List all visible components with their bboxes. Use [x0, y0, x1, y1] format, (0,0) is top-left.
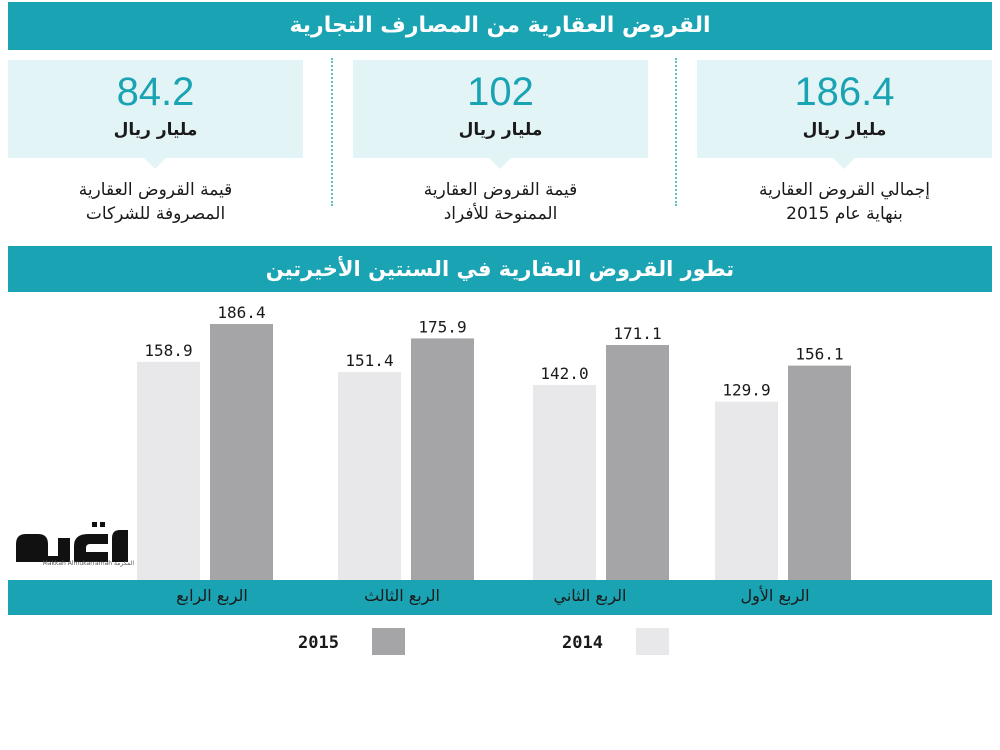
- stat-caption-line: الممنوحة للأفراد: [443, 204, 558, 224]
- data-label-2014-q1: 129.9: [722, 381, 770, 400]
- chart-title: تطور القروض العقارية في السنتين الأخيرتي…: [8, 246, 992, 292]
- stat-companies-unit: مليار ريال: [113, 120, 198, 140]
- data-label-2014-q2: 142.0: [540, 364, 588, 383]
- stat-caption-line: قيمة القروض العقارية: [78, 180, 233, 200]
- stat-notch: [833, 158, 855, 169]
- category-label-q1: الربع الأول: [740, 586, 810, 605]
- legend-swatch-2015: [372, 628, 405, 655]
- stat-individuals-caption: قيمة القروض العقارية الممنوحة للأفراد: [353, 178, 648, 226]
- category-axis: [8, 580, 992, 615]
- legend-label-2014: 2014: [562, 633, 603, 653]
- page-title: القروض العقارية من المصارف التجارية: [8, 2, 992, 50]
- stat-total-value: 186.4: [794, 70, 895, 114]
- divider: [675, 58, 677, 206]
- stat-caption-line: بنهاية عام 2015: [786, 204, 903, 224]
- data-label-2015-q3: 175.9: [418, 317, 466, 336]
- data-label-2014-q3: 151.4: [345, 351, 393, 370]
- bar-2015-q4: [210, 324, 273, 580]
- bar-2014-q1: [715, 401, 778, 580]
- stat-caption-line: قيمة القروض العقارية: [423, 180, 578, 200]
- stat-caption-line: المصروفة للشركات: [85, 204, 226, 224]
- bar-2014-q2: [533, 384, 596, 580]
- stat-companies-value: 84.2: [116, 70, 195, 114]
- divider: [331, 58, 333, 206]
- legend-label-2015: 2015: [298, 633, 339, 653]
- data-label-2015-q2: 171.1: [613, 324, 661, 343]
- bar-2014-q3: [338, 372, 401, 580]
- data-label-2015-q4: 186.4: [217, 303, 265, 322]
- stat-total-caption: إجمالي القروض العقارية بنهاية عام 2015: [697, 178, 992, 226]
- stat-total-unit: مليار ريال: [802, 120, 887, 140]
- category-label-q3: الربع الثالث: [364, 586, 440, 605]
- data-label-2015-q1: 156.1: [795, 345, 843, 364]
- bar-2015-q2: [606, 345, 669, 580]
- bar-2014-q4: [137, 361, 200, 580]
- makkah-logo: [16, 522, 128, 562]
- legend-swatch-2014: [636, 628, 669, 655]
- logo-caption: المكرمة Makkah Almukarramah: [42, 560, 134, 567]
- stat-box-individuals: 102 مليار ريال: [353, 60, 648, 158]
- stat-box-total: 186.4 مليار ريال: [697, 60, 992, 158]
- bar-2015-q3: [411, 338, 474, 580]
- bar-2015-q1: [788, 365, 851, 580]
- category-label-q4: الربع الرابع: [176, 586, 248, 605]
- data-label-2014-q4: 158.9: [144, 341, 192, 360]
- stat-individuals-value: 102: [467, 70, 534, 114]
- stat-notch: [144, 158, 166, 169]
- stat-caption-line: إجمالي القروض العقارية: [759, 180, 930, 200]
- stat-individuals-unit: مليار ريال: [458, 120, 543, 140]
- stat-notch: [489, 158, 511, 169]
- stat-box-companies: 84.2 مليار ريال: [8, 60, 303, 158]
- stat-companies-caption: قيمة القروض العقارية المصروفة للشركات: [8, 178, 303, 226]
- category-label-q2: الربع الثاني: [553, 586, 627, 605]
